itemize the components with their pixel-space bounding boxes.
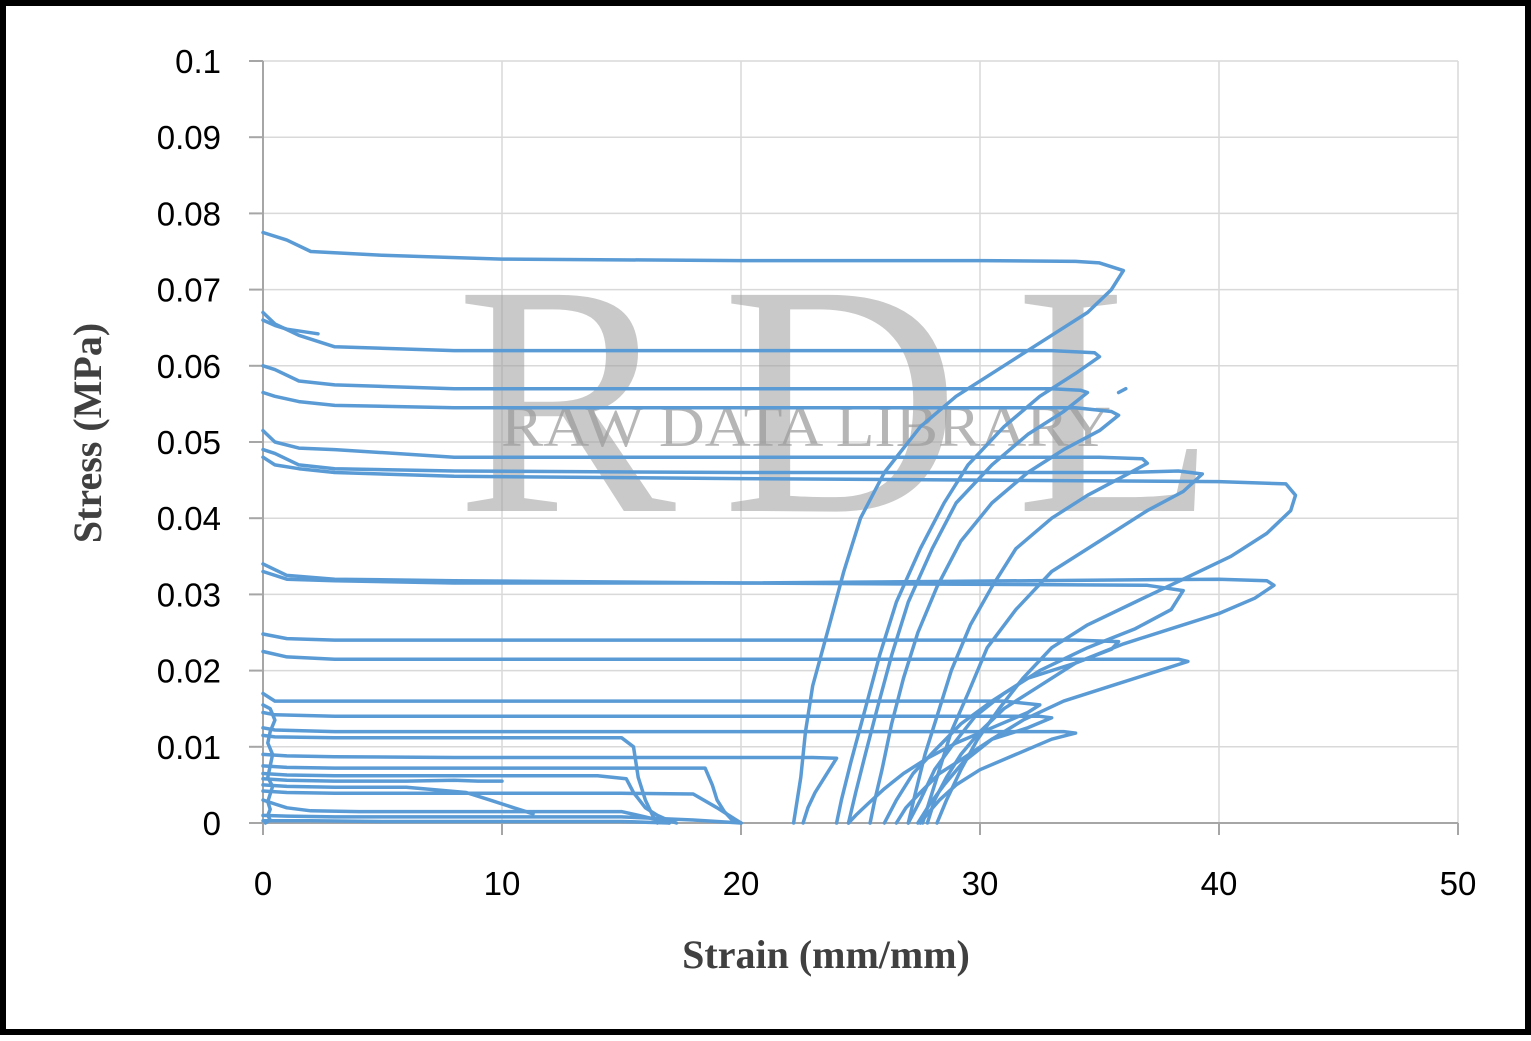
series-line-22 bbox=[261, 789, 743, 825]
series-line-10 bbox=[261, 569, 1276, 825]
series-line-16 bbox=[261, 733, 660, 825]
series-line-26 bbox=[261, 818, 672, 825]
series-line-12 bbox=[261, 649, 1190, 825]
y-tick-label-1: 0.01 bbox=[157, 729, 221, 766]
series-line-1 bbox=[261, 310, 1102, 825]
x-tick-label-0: 0 bbox=[254, 865, 272, 902]
series-line-4 bbox=[261, 390, 1121, 825]
series-line-13 bbox=[261, 691, 1042, 825]
x-tick-label-4: 40 bbox=[1201, 865, 1238, 902]
y-tick-label-7: 0.07 bbox=[157, 272, 221, 309]
y-tick-label-0: 0 bbox=[203, 805, 221, 842]
data-series bbox=[261, 230, 1298, 825]
x-tick-label-1: 10 bbox=[484, 865, 521, 902]
series-line-24 bbox=[261, 813, 743, 825]
y-tick-label-10: 0.1 bbox=[175, 43, 221, 80]
y-tick-label-6: 0.06 bbox=[157, 348, 221, 385]
series-line-9 bbox=[261, 562, 1185, 825]
y-axis-title: Stress (MPa) bbox=[65, 323, 110, 543]
series-line-6 bbox=[261, 428, 1150, 825]
watermark-text: RAW DATA LIBRARY bbox=[501, 394, 1111, 459]
watermark: R D L RAW DATA LIBRARY bbox=[456, 218, 1217, 583]
series-line-20 bbox=[261, 777, 504, 783]
y-tick-label-2: 0.02 bbox=[157, 653, 221, 690]
y-tick-label-9: 0.09 bbox=[157, 119, 221, 156]
series-line-7 bbox=[261, 447, 1205, 825]
watermark-letter-r: R bbox=[456, 218, 678, 583]
y-tick-label-8: 0.08 bbox=[157, 195, 221, 232]
series-line-17 bbox=[261, 752, 839, 825]
x-axis-title: Strain (mm/mm) bbox=[682, 932, 970, 977]
x-tick-label-5: 50 bbox=[1440, 865, 1477, 902]
stress-strain-chart: R D L RAW DATA LIBRARY 0 0.01 0.02 0.03 0.04… bbox=[65, 43, 1477, 977]
y-tick-label-5: 0.05 bbox=[157, 424, 221, 461]
x-tick-label-2: 20 bbox=[723, 865, 760, 902]
series-line-14 bbox=[261, 710, 1054, 825]
y-tick-label-3: 0.03 bbox=[157, 576, 221, 613]
x-tick-label-3: 30 bbox=[962, 865, 999, 902]
series-line-23 bbox=[261, 798, 672, 825]
series-line-15 bbox=[261, 726, 1078, 825]
series-line-0 bbox=[261, 230, 1126, 825]
tick-labels: 0 0.01 0.02 0.03 0.04 0.05 0.06 0.07 0.08 0.09 0.1… bbox=[157, 43, 1477, 902]
series-line-25 bbox=[261, 703, 277, 825]
watermark-letter-d: D bbox=[722, 218, 960, 583]
series-line-2 bbox=[261, 318, 320, 336]
series-line-5 bbox=[1116, 386, 1128, 395]
y-tick-label-4: 0.04 bbox=[157, 500, 221, 537]
